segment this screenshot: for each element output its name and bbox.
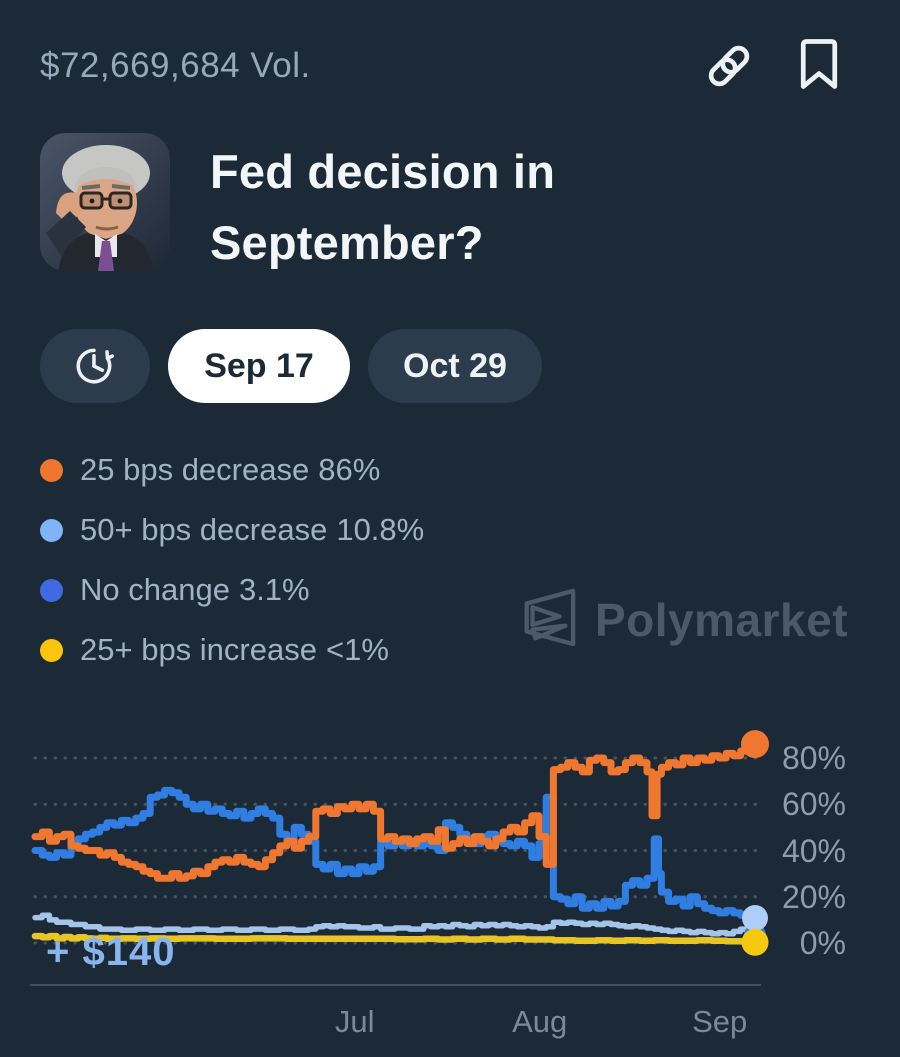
polymarket-wordmark: Polymarket bbox=[595, 593, 849, 646]
volume-label: $72,669,684 Vol. bbox=[40, 46, 311, 85]
history-button[interactable] bbox=[40, 329, 150, 403]
clock-history-icon bbox=[72, 342, 118, 391]
x-tick-label: Sep bbox=[692, 1004, 748, 1039]
legend-dot bbox=[40, 638, 63, 662]
copy-link-button[interactable] bbox=[702, 40, 756, 94]
y-tick-label: 40% bbox=[781, 832, 846, 869]
legend-label: No change bbox=[80, 572, 230, 607]
link-icon bbox=[703, 40, 755, 95]
outcome-legend: 25 bps decrease 86% 50+ bps decrease 10.8%… bbox=[40, 440, 424, 680]
legend-label: 25 bps decrease bbox=[80, 452, 310, 487]
legend-item: 25+ bps increase <1% bbox=[40, 620, 424, 680]
legend-item: 25 bps decrease 86% bbox=[40, 440, 424, 500]
legend-value: 10.8% bbox=[336, 512, 425, 547]
x-tick-label: Jul bbox=[334, 1004, 375, 1039]
y-tick-label: 0% bbox=[799, 925, 846, 961]
legend-item: No change 3.1% bbox=[40, 560, 424, 620]
chart-divider bbox=[30, 984, 761, 986]
legend-value: <1% bbox=[325, 632, 389, 667]
y-tick-label: 80% bbox=[781, 740, 846, 776]
y-tick-label: 20% bbox=[781, 878, 846, 915]
legend-value: 86% bbox=[318, 452, 381, 487]
chart-canvas[interactable] bbox=[0, 700, 900, 1057]
legend-label: 25+ bps increase bbox=[80, 632, 317, 667]
market-title: Fed decision in September? bbox=[210, 145, 556, 269]
tab-oct-29[interactable]: Oct 29 bbox=[368, 329, 542, 403]
legend-value: 3.1% bbox=[238, 572, 310, 607]
legend-dot bbox=[40, 458, 63, 482]
legend-dot bbox=[40, 578, 63, 602]
legend-item: 50+ bps decrease 10.8% bbox=[40, 500, 424, 560]
legend-label: 50+ bps decrease bbox=[80, 512, 328, 547]
y-tick-label: 60% bbox=[781, 786, 846, 823]
price-chart[interactable]: 80% 60% 40% 20% 0% Jul Aug Sep + $140 bbox=[0, 700, 900, 1057]
x-tick-label: Aug bbox=[512, 1004, 568, 1039]
polymarket-watermark[interactable]: Polymarket bbox=[517, 588, 848, 651]
tab-sep-17[interactable]: Sep 17 bbox=[168, 329, 350, 403]
bookmark-icon bbox=[796, 37, 842, 94]
pnl-label: + $140 bbox=[46, 930, 176, 974]
market-avatar-powell bbox=[40, 133, 170, 271]
bookmark-button[interactable] bbox=[792, 38, 846, 92]
polymarket-logo-icon bbox=[517, 588, 579, 651]
legend-dot bbox=[40, 518, 63, 542]
